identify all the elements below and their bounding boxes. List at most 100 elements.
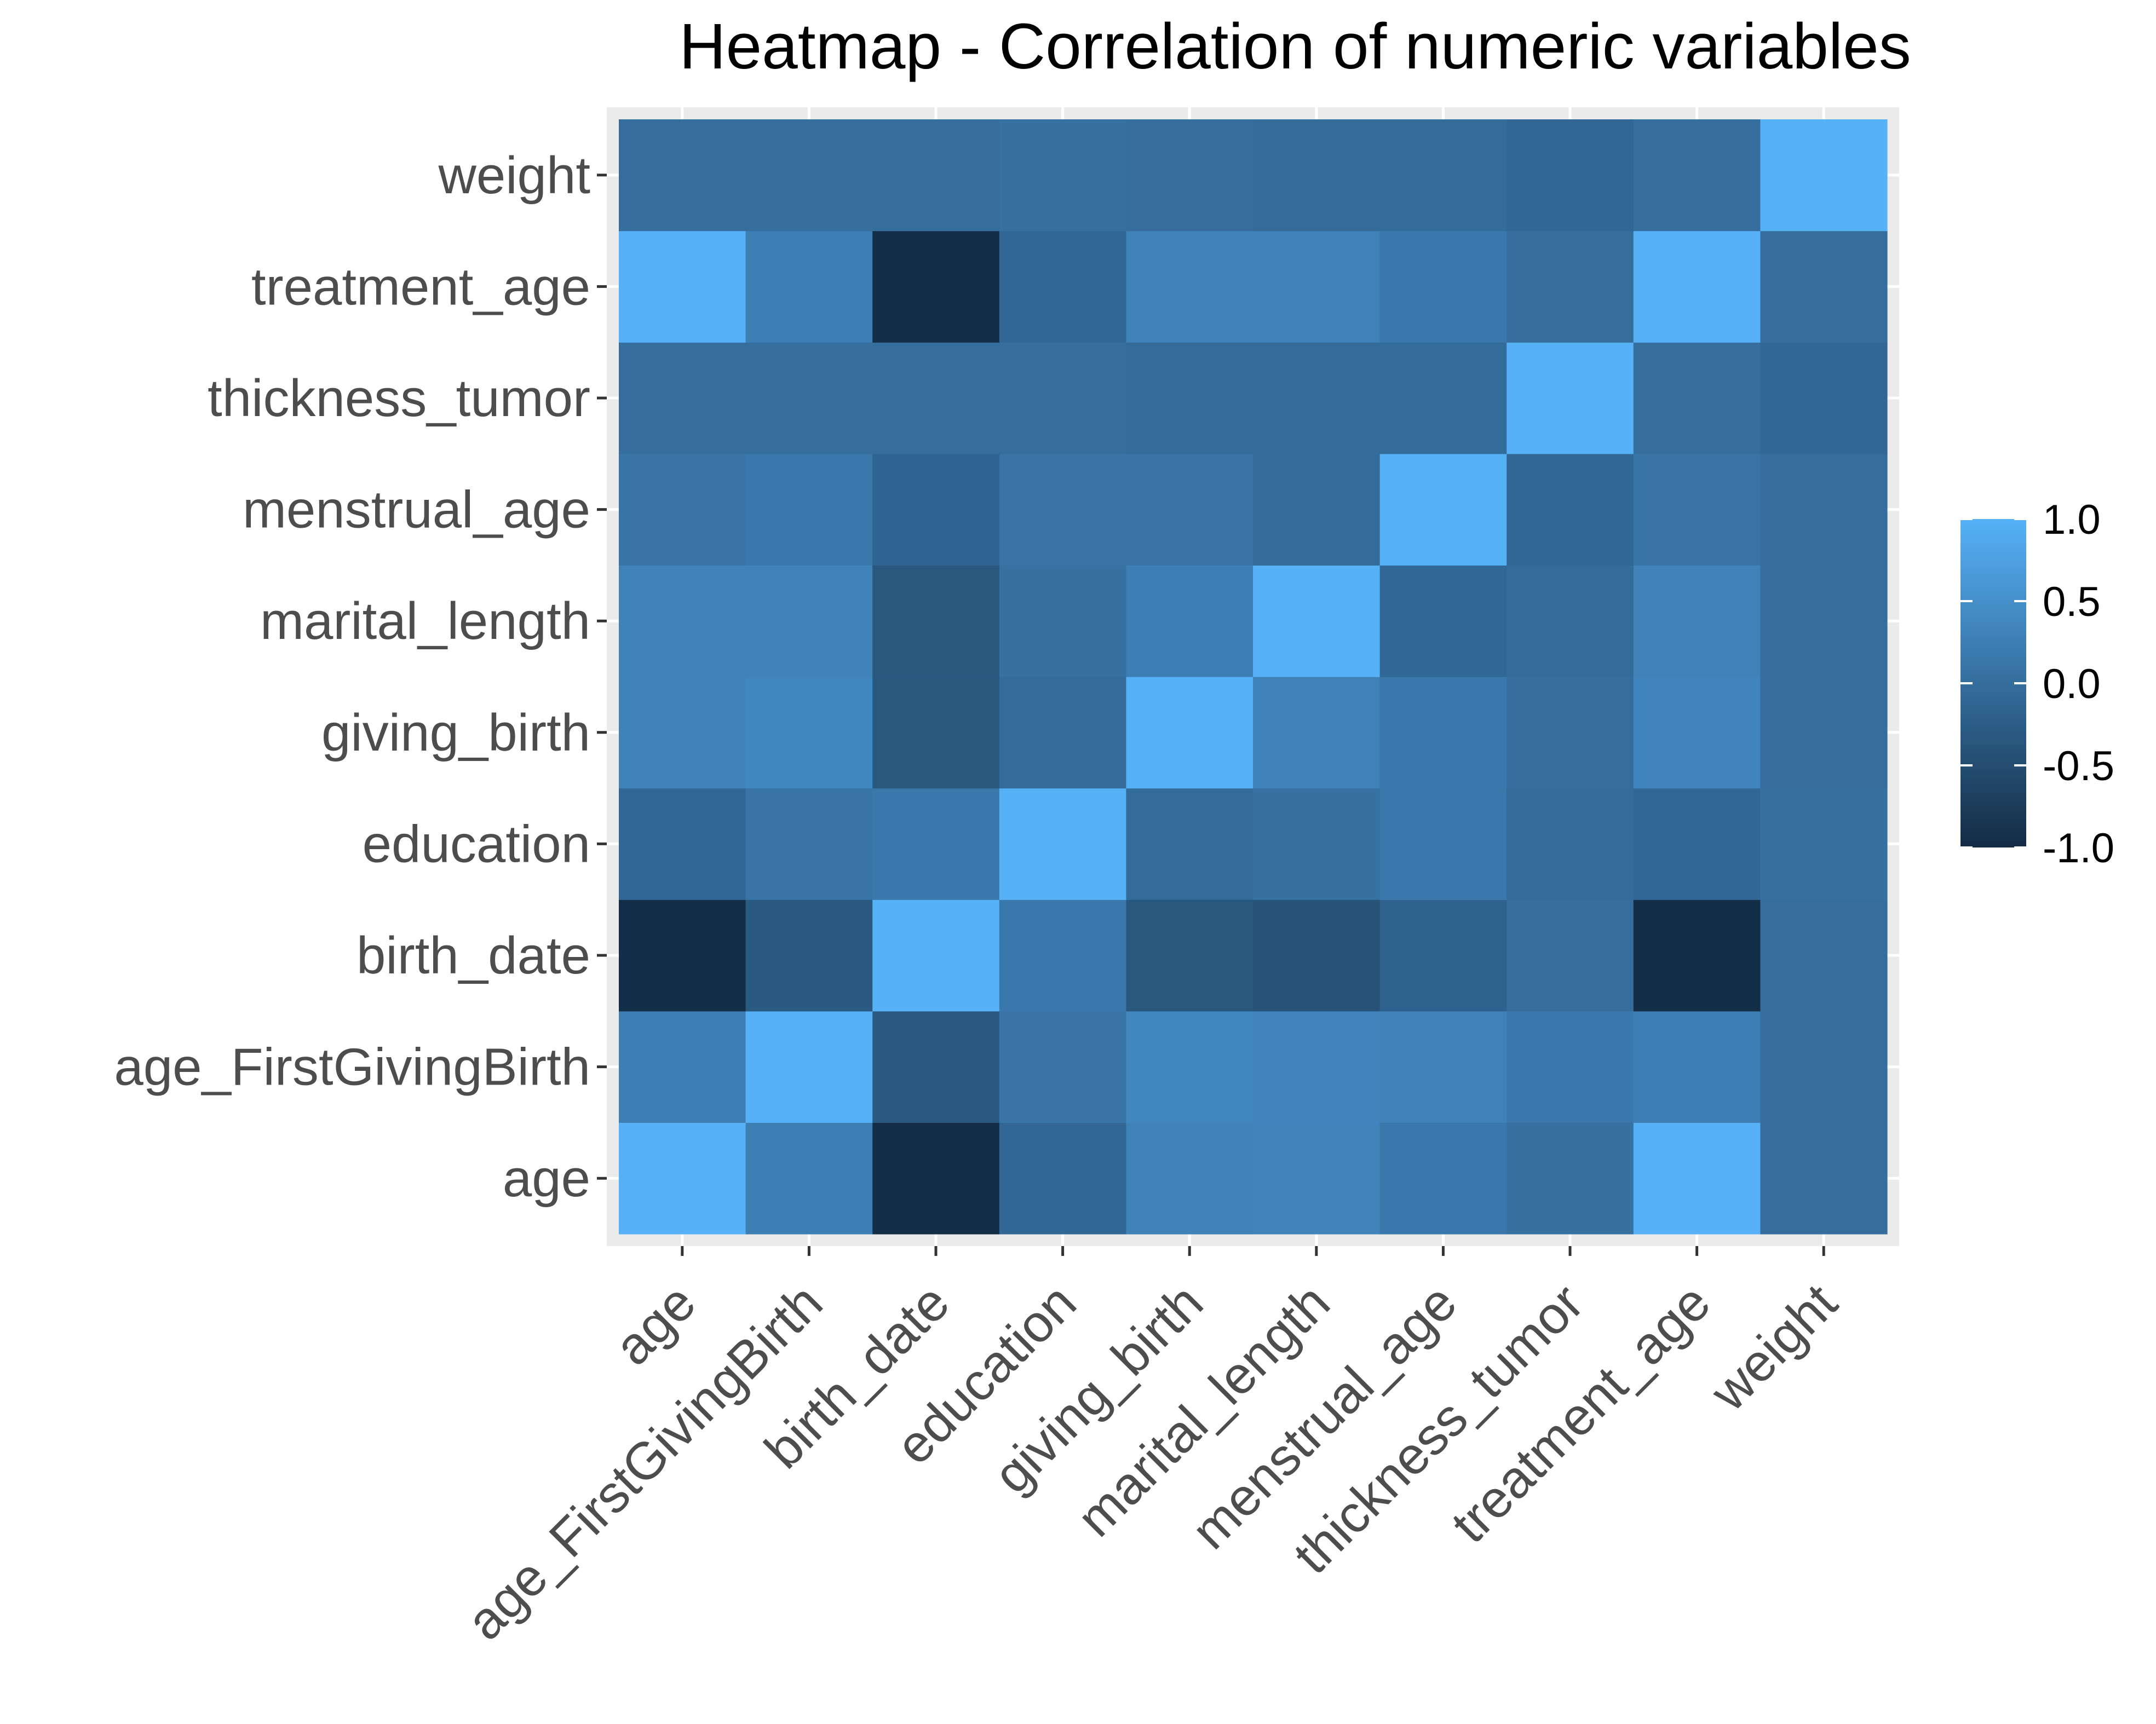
heatmap-cell bbox=[1379, 900, 1507, 1012]
heatmap-cell bbox=[1633, 677, 1761, 789]
heatmap-cell bbox=[872, 230, 1000, 343]
y-tick-label: giving_birth bbox=[321, 704, 590, 762]
heatmap-cell bbox=[745, 230, 873, 343]
heatmap-cell bbox=[1126, 119, 1254, 232]
heatmap-cell bbox=[1253, 677, 1381, 789]
heatmap-cell bbox=[999, 1122, 1126, 1235]
heatmap-cell bbox=[619, 342, 746, 454]
heatmap-cell bbox=[1379, 453, 1507, 566]
legend-ticks: 1.0 0.5 0.0 -0.5 -1.0 bbox=[1960, 497, 2114, 872]
heatmap-cell bbox=[1126, 1122, 1254, 1235]
heatmap-cell bbox=[1633, 900, 1761, 1012]
heatmap-cell bbox=[999, 900, 1126, 1012]
heatmap-cell bbox=[619, 1122, 746, 1235]
heatmap-cell bbox=[999, 565, 1126, 677]
heatmap-cell bbox=[872, 677, 1000, 789]
y-tick-label: thickness_tumor bbox=[208, 369, 590, 428]
heatmap-cell bbox=[619, 565, 746, 677]
heatmap-cell bbox=[872, 900, 1000, 1012]
heatmap-cell bbox=[1760, 1011, 1888, 1123]
heatmap-cell bbox=[1253, 453, 1381, 566]
heatmap-cell bbox=[1760, 900, 1888, 1012]
heatmap-cell bbox=[1507, 1011, 1634, 1123]
heatmap-cell bbox=[745, 565, 873, 677]
heatmap-cell bbox=[1760, 788, 1888, 900]
heatmap-cell bbox=[872, 119, 1000, 232]
heatmap-cells bbox=[619, 119, 1888, 1235]
heatmap-cell bbox=[745, 677, 873, 789]
heatmap-cell bbox=[619, 453, 746, 566]
heatmap-cell bbox=[619, 119, 746, 232]
heatmap-cell bbox=[1633, 788, 1761, 900]
heatmap-cell bbox=[1507, 677, 1634, 789]
heatmap-cell bbox=[872, 565, 1000, 677]
heatmap-cell bbox=[1633, 1122, 1761, 1235]
heatmap-cell bbox=[1760, 677, 1888, 789]
y-tick-label: education bbox=[363, 815, 590, 873]
heatmap-cell bbox=[1126, 788, 1254, 900]
heatmap-cell bbox=[1253, 230, 1381, 343]
heatmap-cell bbox=[1253, 1122, 1381, 1235]
x-axis: ageage_FirstGivingBirthbirth_dateeducati… bbox=[456, 1246, 1848, 1651]
heatmap-cell bbox=[1379, 677, 1507, 789]
legend-label: 0.5 bbox=[2043, 579, 2101, 625]
heatmap-cell bbox=[1507, 453, 1634, 566]
heatmap-cell bbox=[999, 119, 1126, 232]
heatmap-cell bbox=[1507, 565, 1634, 677]
heatmap-cell bbox=[872, 342, 1000, 454]
heatmap-cell bbox=[619, 230, 746, 343]
heatmap-cell bbox=[1126, 230, 1254, 343]
heatmap-cell bbox=[1253, 119, 1381, 232]
heatmap-cell bbox=[1760, 119, 1888, 232]
heatmap-cell bbox=[1507, 900, 1634, 1012]
heatmap-cell bbox=[872, 453, 1000, 566]
heatmap-cell bbox=[745, 1122, 873, 1235]
heatmap-cell bbox=[872, 788, 1000, 900]
color-legend: 1.0 0.5 0.0 -0.5 -1.0 bbox=[1960, 497, 2114, 872]
y-axis: age age_FirstGivingBirth birth_date educati… bbox=[114, 146, 607, 1208]
heatmap-cell bbox=[1379, 230, 1507, 343]
heatmap-cell bbox=[1253, 565, 1381, 677]
heatmap-cell bbox=[1633, 342, 1761, 454]
legend-label: 0.0 bbox=[2043, 661, 2101, 707]
heatmap-cell bbox=[1253, 900, 1381, 1012]
heatmap-cell bbox=[1126, 900, 1254, 1012]
heatmap-cell bbox=[872, 1122, 1000, 1235]
y-tick-label: marital_length bbox=[260, 592, 590, 650]
heatmap-cell bbox=[872, 1011, 1000, 1123]
heatmap-cell bbox=[1379, 1122, 1507, 1235]
x-tick-label: age bbox=[603, 1273, 707, 1376]
heatmap-cell bbox=[1760, 230, 1888, 343]
heatmap-cell bbox=[999, 677, 1126, 789]
heatmap-cell bbox=[1760, 565, 1888, 677]
heatmap-cell bbox=[1633, 230, 1761, 343]
heatmap-cell bbox=[999, 453, 1126, 566]
heatmap-cell bbox=[1126, 1011, 1254, 1123]
heatmap-cell bbox=[619, 900, 746, 1012]
heatmap-cell bbox=[1507, 1122, 1634, 1235]
heatmap-cell bbox=[745, 342, 873, 454]
heatmap-cell bbox=[745, 900, 873, 1012]
y-tick-label: age bbox=[503, 1149, 590, 1208]
heatmap-cell bbox=[1253, 1011, 1381, 1123]
heatmap-cell bbox=[1507, 342, 1634, 454]
heatmap-cell bbox=[1379, 565, 1507, 677]
heatmap-cell bbox=[1507, 788, 1634, 900]
heatmap-cell bbox=[1507, 230, 1634, 343]
heatmap-cell bbox=[1253, 788, 1381, 900]
heatmap-cell bbox=[745, 788, 873, 900]
heatmap-cell bbox=[1633, 1011, 1761, 1123]
heatmap-cell bbox=[1379, 788, 1507, 900]
y-tick-label: weight bbox=[438, 146, 591, 205]
heatmap-cell bbox=[619, 1011, 746, 1123]
heatmap-cell bbox=[1379, 1011, 1507, 1123]
y-tick-label: age_FirstGivingBirth bbox=[114, 1038, 590, 1097]
heatmap-cell bbox=[999, 230, 1126, 343]
heatmap-cell bbox=[1126, 453, 1254, 566]
heatmap-cell bbox=[619, 677, 746, 789]
x-tick-label: weight bbox=[1699, 1273, 1848, 1422]
heatmap-cell bbox=[999, 1011, 1126, 1123]
heatmap-cell bbox=[1760, 342, 1888, 454]
heatmap-cell bbox=[1126, 342, 1254, 454]
heatmap-cell bbox=[1760, 453, 1888, 566]
